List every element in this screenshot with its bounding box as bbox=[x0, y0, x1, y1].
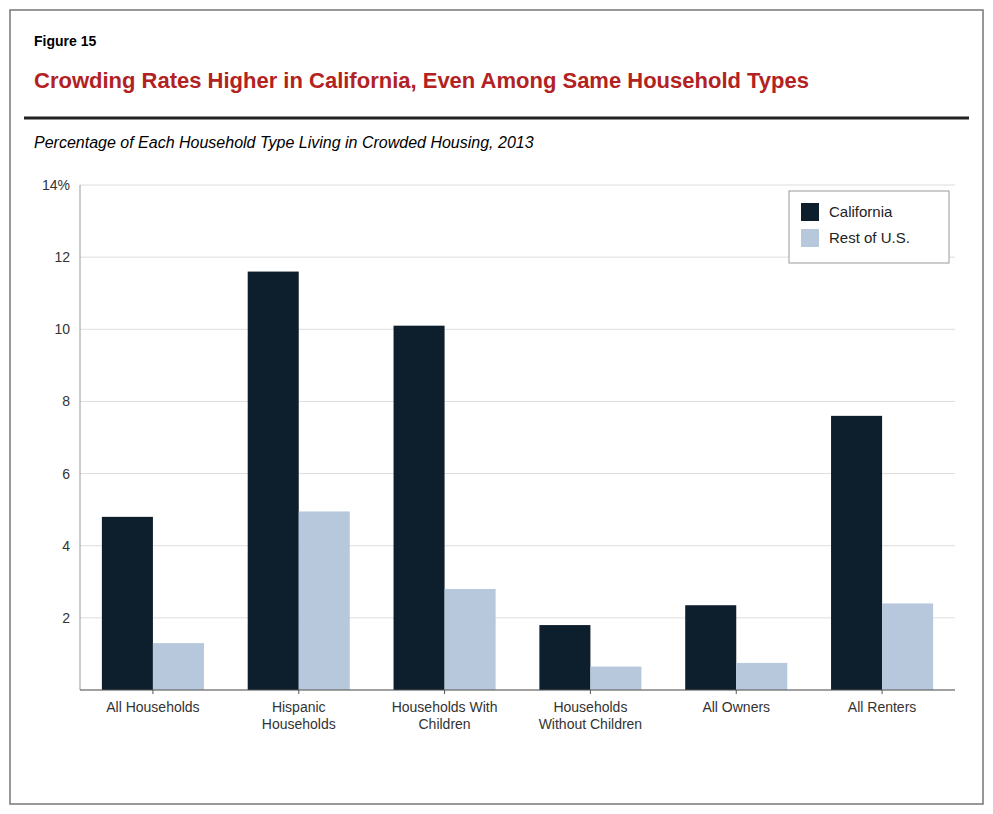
bar bbox=[590, 667, 641, 690]
x-tick bbox=[298, 690, 299, 694]
bar bbox=[882, 603, 933, 690]
grid bbox=[80, 185, 955, 690]
x-tick-label: All Households bbox=[106, 699, 199, 715]
grid-line bbox=[80, 545, 955, 546]
x-tick-label: Households WithChildren bbox=[392, 699, 498, 732]
legend-swatch bbox=[801, 229, 819, 247]
legend-box bbox=[789, 191, 949, 263]
title: Crowding Rates Higher in California, Eve… bbox=[34, 68, 809, 93]
grid-line bbox=[80, 617, 955, 618]
grid-line bbox=[80, 401, 955, 402]
bar bbox=[831, 416, 882, 690]
x-tick bbox=[152, 690, 153, 694]
subtitle: Percentage of Each Household Type Living… bbox=[34, 134, 534, 151]
grid-line bbox=[80, 690, 955, 691]
x-tick-label: All Renters bbox=[848, 699, 916, 715]
y-tick-label: 8 bbox=[62, 393, 70, 409]
legend-label: California bbox=[829, 203, 893, 220]
bar bbox=[394, 326, 445, 690]
bar bbox=[445, 589, 496, 690]
y-tick-label: 4 bbox=[62, 538, 70, 554]
x-tick bbox=[444, 690, 445, 694]
x-tick-label: HouseholdsWithout Children bbox=[539, 699, 643, 732]
bar bbox=[153, 643, 204, 690]
bar bbox=[736, 663, 787, 690]
chart-svg: Figure 15 Crowding Rates Higher in Califo… bbox=[0, 0, 993, 814]
x-tick bbox=[882, 690, 883, 694]
x-tick bbox=[590, 690, 591, 694]
legend-swatch bbox=[801, 203, 819, 221]
bar bbox=[539, 625, 590, 690]
x-tick-label: All Owners bbox=[702, 699, 770, 715]
x-axis-line bbox=[80, 690, 955, 691]
bar bbox=[248, 272, 299, 690]
bar bbox=[685, 605, 736, 690]
y-tick-label: 14% bbox=[42, 177, 70, 193]
y-tick-label: 10 bbox=[54, 321, 70, 337]
y-tick-label: 6 bbox=[62, 466, 70, 482]
grid-line bbox=[80, 473, 955, 474]
y-tick-label: 2 bbox=[62, 610, 70, 626]
bars bbox=[102, 272, 933, 690]
legend-label: Rest of U.S. bbox=[829, 229, 910, 246]
legend: California Rest of U.S. bbox=[789, 191, 949, 263]
chart-container: Figure 15 Crowding Rates Higher in Califo… bbox=[0, 0, 993, 814]
x-tick bbox=[736, 690, 737, 694]
bar bbox=[299, 511, 350, 690]
x-tick-label: HispanicHouseholds bbox=[262, 699, 336, 732]
bar bbox=[102, 517, 153, 690]
grid-line bbox=[80, 329, 955, 330]
grid-line bbox=[80, 185, 955, 186]
figure-label: Figure 15 bbox=[34, 33, 96, 49]
y-tick-label: 12 bbox=[54, 249, 70, 265]
outer-border bbox=[10, 10, 983, 804]
y-axis-line bbox=[80, 185, 81, 690]
separator bbox=[24, 117, 969, 120]
